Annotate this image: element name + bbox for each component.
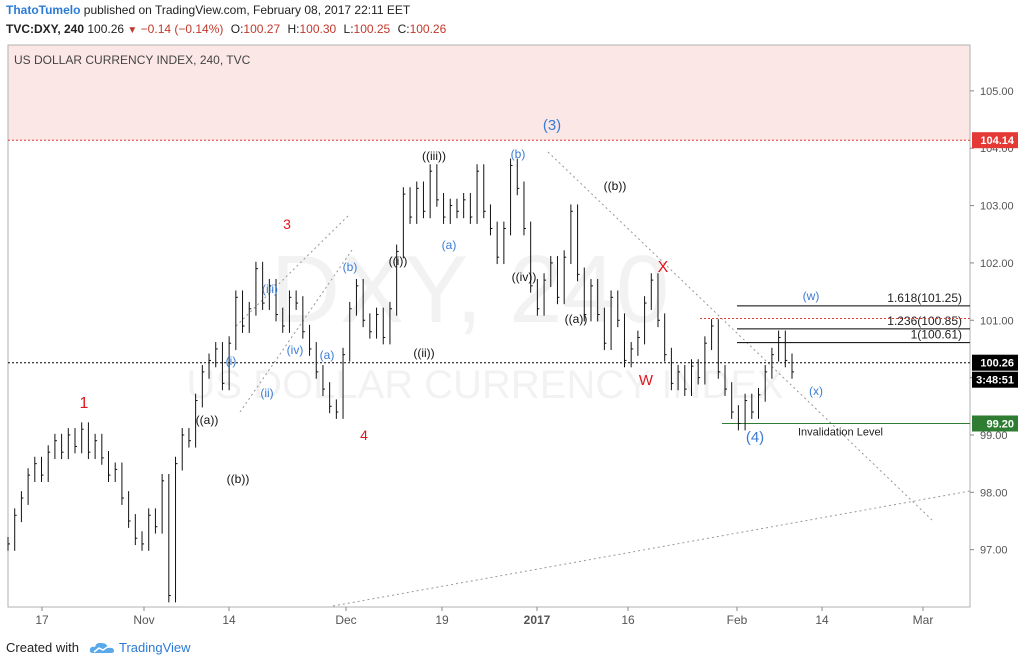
symbol-name: TVC:DXY, 240 [6, 22, 85, 36]
x-tick-label: Feb [727, 613, 748, 627]
wave-label: (i) [226, 354, 237, 368]
author-name[interactable]: ThatoTumelo [6, 3, 81, 17]
wave-label: (iv) [287, 343, 304, 357]
wave-label: ((iii)) [422, 149, 446, 163]
y-tick-label: 102.00 [980, 258, 1014, 270]
cloud-icon [89, 642, 114, 653]
last-price-badge-bg [972, 354, 1018, 371]
resistance-badge-bg [972, 132, 1018, 149]
invalidation-badge-bg [972, 415, 1018, 432]
watermark-symbol: DXY, 240 [271, 236, 670, 343]
wave-label: ((iv)) [512, 270, 537, 284]
wave-label: (ii) [260, 386, 273, 400]
last-price: 100.26 [87, 22, 125, 36]
watermark-name: US DOLLAR CURRENCY INDEX [186, 363, 783, 407]
wave-label: (4) [746, 429, 764, 446]
x-tick-label: 16 [621, 613, 635, 627]
x-tick-label: 14 [815, 613, 829, 627]
price-change: −0.14 (−0.14%) [140, 22, 224, 36]
trendline-down [547, 151, 933, 521]
wave-label: (x) [809, 384, 823, 398]
tradingview-logo[interactable]: TradingView [89, 640, 191, 655]
wave-label: ((b)) [227, 472, 250, 486]
close-value: 100.26 [409, 22, 447, 36]
created-with-label: Created with [6, 640, 79, 655]
x-tick-label: 17 [35, 613, 49, 627]
x-tick-label: 2017 [524, 613, 551, 627]
resistance-badge: 104.14 [980, 135, 1015, 147]
x-tick-label: 14 [222, 613, 236, 627]
close-label: C: [397, 22, 410, 36]
x-tick-label: Mar [913, 613, 934, 627]
footer: Created with TradingView [6, 640, 191, 655]
high-value: 100.30 [299, 22, 337, 36]
wave-label: ((b)) [604, 179, 627, 193]
channel-upper [235, 213, 351, 327]
last-price-badge: 100.26 [980, 358, 1014, 370]
x-tick-label: Dec [335, 613, 356, 627]
fib-label: 1.618(101.25) [887, 291, 962, 305]
publish-info: ThatoTumelo published on TradingView.com… [6, 3, 410, 17]
fib-label: 1(100.61) [911, 328, 962, 342]
down-arrow-icon: ▼ [127, 25, 138, 36]
wave-label: (a) [442, 238, 457, 252]
trendline-base [332, 490, 971, 607]
fib-label: 1.236(100.85) [887, 314, 962, 328]
low-label: L: [343, 22, 354, 36]
low-value: 100.25 [353, 22, 391, 36]
wave-label: 3 [283, 216, 291, 232]
y-tick-label: 103.00 [980, 201, 1014, 213]
wave-label: (iii) [262, 282, 278, 296]
chart-title: US DOLLAR CURRENCY INDEX, 240, TVC [14, 53, 251, 67]
plot-frame [7, 44, 971, 608]
invalidation-label: Invalidation Level [798, 426, 883, 438]
wave-label: ((a)) [196, 413, 219, 427]
y-tick-label: 105.00 [980, 86, 1014, 98]
countdown-badge: 3:48:51 [976, 375, 1014, 387]
wave-label: (a) [320, 348, 335, 362]
y-tick-label: 97.00 [980, 545, 1008, 557]
y-tick-label: 98.00 [980, 487, 1008, 499]
y-tick-label: 99.00 [980, 430, 1008, 442]
wave-label: ((a)) [565, 312, 588, 326]
high-label: H: [287, 22, 300, 36]
invalidation-badge: 99.20 [986, 418, 1014, 430]
wave-label: (w) [803, 289, 820, 303]
wave-label: 1 [80, 395, 89, 412]
tradingview-brand: TradingView [118, 640, 191, 655]
wave-label: W [639, 372, 654, 389]
wave-label: (b) [343, 260, 358, 274]
wave-label: ((ii)) [413, 346, 434, 360]
publish-date: published on TradingView.com, February 0… [83, 3, 411, 17]
x-tick-label: Nov [133, 613, 154, 627]
open-label: O: [230, 22, 244, 36]
wave-label: (3) [543, 117, 561, 134]
wave-label: 4 [360, 427, 368, 443]
symbol-line: TVC:DXY, 240 100.26 ▼ −0.14 (−0.14%) O:1… [6, 22, 446, 36]
wave-label: (b) [511, 147, 526, 161]
y-tick-label: 101.00 [980, 315, 1014, 327]
wave-label: X [658, 259, 669, 276]
countdown-badge-bg [972, 371, 1018, 388]
wave-label: ((i)) [389, 254, 408, 268]
x-tick-label: 19 [435, 613, 449, 627]
resistance-zone [8, 45, 970, 141]
open-value: 100.27 [243, 22, 281, 36]
